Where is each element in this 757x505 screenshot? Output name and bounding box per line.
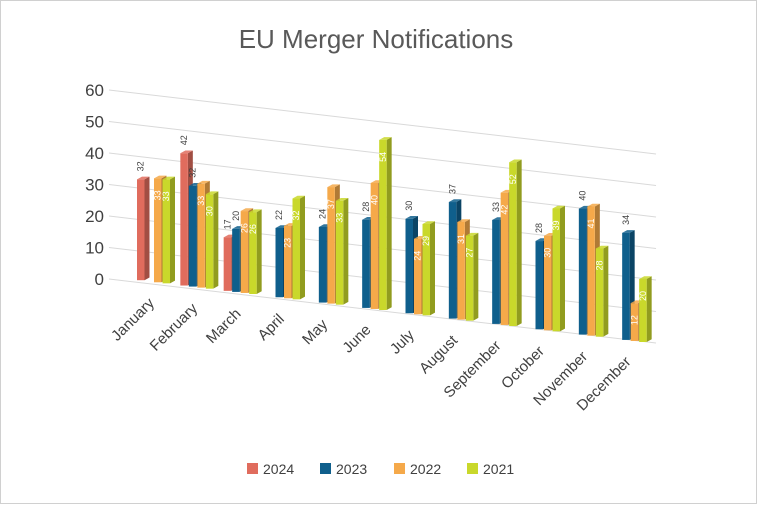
data-label: 40 bbox=[369, 195, 379, 205]
data-label: 26 bbox=[239, 223, 249, 233]
bar-2021-october bbox=[552, 205, 565, 332]
bar-2021-july bbox=[422, 221, 435, 316]
x-tick-label: May bbox=[299, 316, 331, 348]
x-tick-label: April bbox=[255, 311, 288, 344]
data-label: 54 bbox=[378, 152, 388, 162]
data-label: 29 bbox=[421, 236, 431, 246]
legend-swatch bbox=[394, 463, 405, 474]
data-label: 12 bbox=[629, 315, 639, 325]
legend-item: 2023 bbox=[320, 461, 367, 477]
bar-2021-november bbox=[595, 245, 609, 337]
x-tick-label: August bbox=[416, 332, 462, 378]
data-label: 33 bbox=[153, 190, 163, 200]
y-tick-label: 20 bbox=[85, 207, 104, 226]
bar-2021-april bbox=[292, 195, 305, 300]
legend-swatch bbox=[247, 463, 258, 474]
bar-2021-september bbox=[509, 159, 522, 327]
data-label: 37 bbox=[326, 199, 336, 209]
data-label: 26 bbox=[248, 224, 258, 234]
x-tick-label: January bbox=[108, 294, 158, 344]
x-tick-label: October bbox=[498, 343, 548, 393]
data-label: 42 bbox=[179, 135, 189, 145]
y-tick-label: 40 bbox=[85, 144, 104, 163]
data-label: 33 bbox=[161, 191, 171, 201]
y-tick-label: 10 bbox=[85, 239, 104, 258]
data-label: 24 bbox=[413, 251, 423, 261]
bar-2021-march bbox=[249, 209, 262, 295]
bar-2021-june bbox=[379, 137, 392, 311]
data-label: 20 bbox=[231, 211, 241, 221]
data-label: 33 bbox=[335, 213, 345, 223]
legend-item: 2021 bbox=[467, 461, 514, 477]
legend-label: 2021 bbox=[483, 461, 514, 477]
y-tick-label: 50 bbox=[85, 113, 104, 132]
data-label: 39 bbox=[551, 220, 561, 230]
data-label: 28 bbox=[361, 202, 371, 212]
bar-2021-january bbox=[162, 176, 175, 284]
data-label: 31 bbox=[456, 234, 466, 244]
data-label: 32 bbox=[291, 211, 301, 221]
x-tick-label: March bbox=[203, 305, 244, 346]
data-label: 24 bbox=[318, 209, 328, 219]
data-label: 34 bbox=[621, 215, 631, 225]
bar-2024-january bbox=[137, 176, 150, 281]
data-label: 22 bbox=[274, 210, 284, 220]
data-label: 32 bbox=[188, 168, 198, 178]
legend-swatch bbox=[320, 463, 331, 474]
data-label: 17 bbox=[222, 219, 232, 229]
bar-2021-may bbox=[335, 197, 349, 305]
data-label: 42 bbox=[499, 205, 509, 215]
data-label: 23 bbox=[283, 238, 293, 248]
legend-label: 2023 bbox=[336, 461, 367, 477]
y-tick-label: 60 bbox=[85, 81, 104, 100]
data-label: 30 bbox=[404, 201, 414, 211]
bar-2021-august bbox=[465, 232, 479, 321]
y-tick-label: 30 bbox=[85, 176, 104, 195]
legend-label: 2022 bbox=[410, 461, 441, 477]
data-label: 32 bbox=[136, 161, 146, 171]
legend: 2024 2023 2022 2021 bbox=[247, 461, 514, 477]
data-label: 20 bbox=[638, 291, 648, 301]
chart-title: EU Merger Notifications bbox=[239, 24, 514, 54]
data-label: 37 bbox=[448, 184, 458, 194]
x-tick-label: June bbox=[339, 321, 374, 356]
data-label: 28 bbox=[595, 260, 605, 270]
bar-2021-december bbox=[639, 276, 652, 343]
legend-label: 2024 bbox=[263, 461, 294, 477]
data-label: 52 bbox=[508, 174, 518, 184]
y-axis-ticks: 0 10 20 30 40 50 60 bbox=[85, 81, 104, 289]
data-label: 30 bbox=[205, 206, 215, 216]
x-tick-label: July bbox=[387, 326, 418, 357]
data-label: 33 bbox=[491, 202, 501, 212]
bars bbox=[137, 137, 652, 343]
data-label: 27 bbox=[465, 248, 475, 258]
y-tick-label: 0 bbox=[95, 270, 104, 289]
data-label: 30 bbox=[543, 248, 553, 258]
data-label: 33 bbox=[196, 196, 206, 206]
data-label: 40 bbox=[578, 191, 588, 201]
gridline bbox=[108, 278, 657, 344]
bar-2021-february bbox=[205, 191, 219, 289]
legend-swatch bbox=[467, 463, 478, 474]
data-label: 41 bbox=[586, 218, 596, 228]
legend-item: 2022 bbox=[394, 461, 441, 477]
data-label: 28 bbox=[534, 223, 544, 233]
legend-item: 2024 bbox=[247, 461, 294, 477]
gridline bbox=[108, 89, 657, 155]
